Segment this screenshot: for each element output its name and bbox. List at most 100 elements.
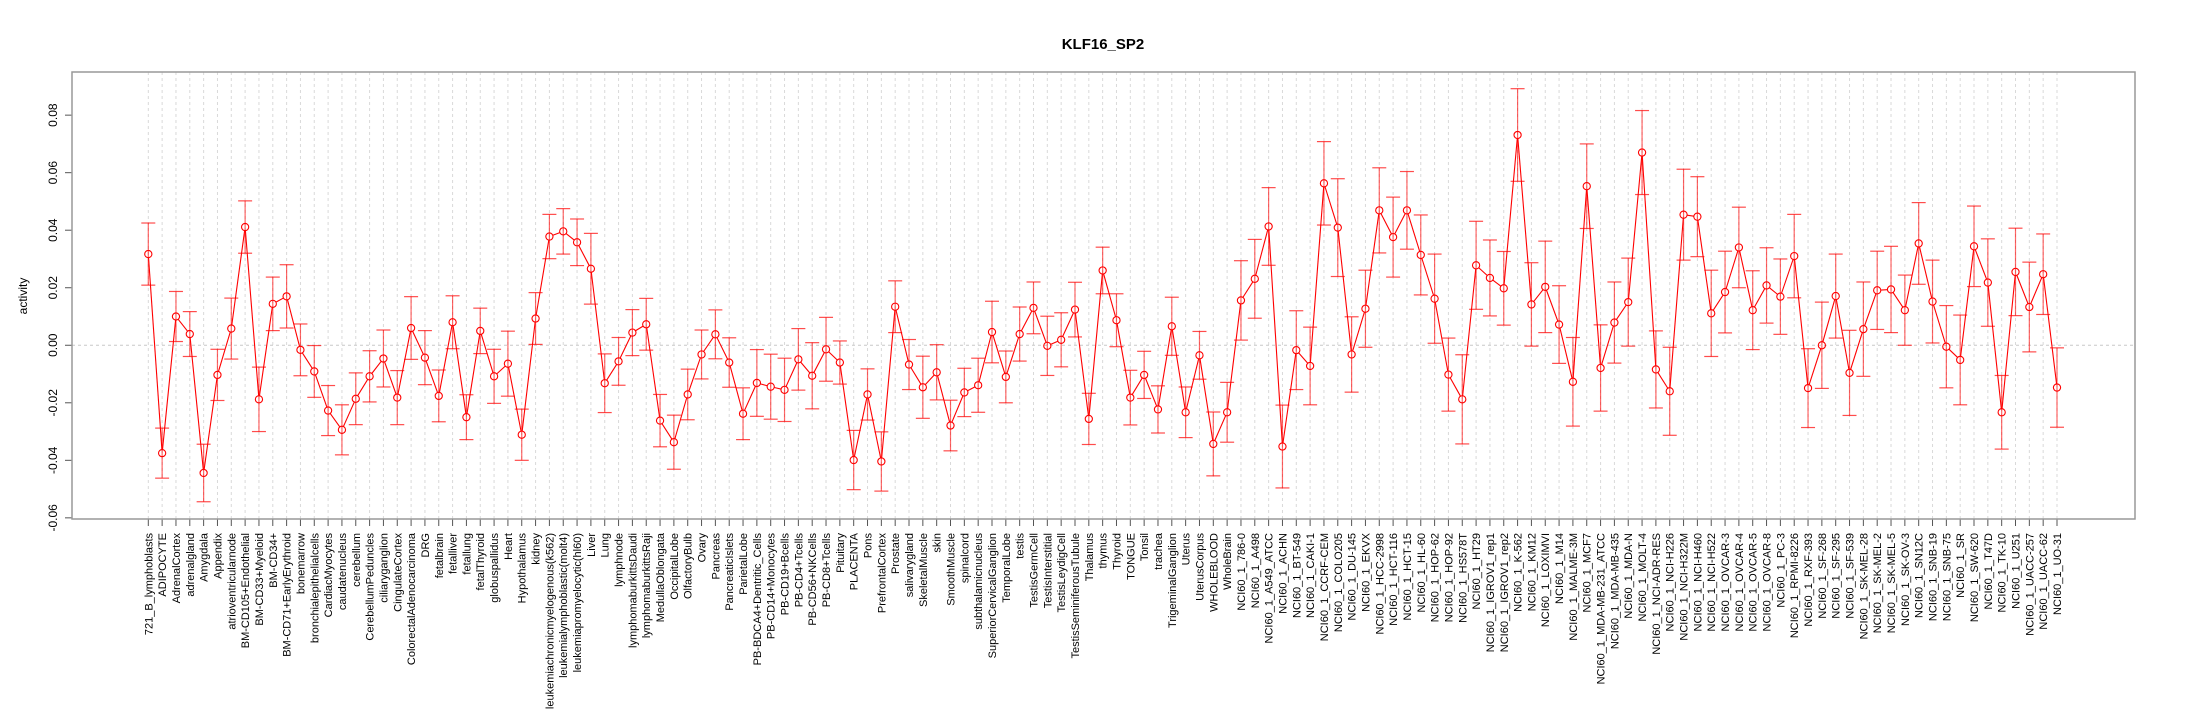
- x-tick-label: BM-CD105+Endothelial: [240, 533, 252, 648]
- x-tick-label: NCI60_1_HOP-92: [1443, 533, 1455, 622]
- x-tick-label: NCI60_1_M14: [1554, 533, 1566, 604]
- line-segment: [413, 331, 424, 354]
- x-tick-label: NCI60_1_786-0: [1236, 533, 1248, 611]
- x-tick-label: TemporalLobe: [1001, 533, 1013, 603]
- x-tick-label: bonemarrow: [295, 533, 307, 594]
- y-tick-label: -0.04: [46, 446, 60, 474]
- line-segment: [1949, 349, 1958, 357]
- x-tick-label: subthalamicnucleus: [973, 533, 985, 630]
- x-tick-label: NCI60_1_U251: [2011, 533, 2023, 609]
- line-segment: [1687, 215, 1694, 216]
- line-segment: [553, 233, 560, 236]
- line-segment: [1518, 139, 1531, 301]
- line-segment: [1283, 354, 1296, 443]
- line-segment: [620, 336, 631, 358]
- line-segment: [993, 335, 1005, 373]
- line-segment: [453, 326, 466, 414]
- x-tick-label: Ovary: [697, 533, 709, 563]
- y-tick-label: 0.04: [46, 218, 60, 242]
- line-segment: [385, 362, 396, 394]
- y-axis: -0.06-0.04-0.020.000.020.040.060.08: [46, 103, 72, 531]
- line-segment: [1629, 156, 1642, 298]
- line-segment: [1546, 290, 1557, 321]
- line-segment: [1658, 372, 1668, 388]
- line-segment: [1450, 378, 1460, 396]
- x-tick-label: fetalbrain: [434, 533, 446, 578]
- line-segment: [1132, 378, 1142, 395]
- line-segment: [218, 332, 230, 371]
- line-segment: [1007, 337, 1019, 373]
- line-segment: [1920, 247, 1932, 298]
- line-segment: [814, 352, 824, 372]
- line-segment: [315, 375, 326, 407]
- line-segment: [426, 361, 437, 392]
- x-tick-label: TestisInterstitial: [1042, 533, 1054, 608]
- line-segment: [911, 368, 921, 385]
- x-tick-label: NCI60_1_ACHN: [1277, 533, 1289, 614]
- x-tick-label: NCI60_1_DU-145: [1347, 533, 1359, 620]
- x-tick-label: ParietalLobe: [738, 533, 750, 595]
- line-segment: [1823, 300, 1835, 342]
- x-tick-label: thymus: [1098, 533, 1110, 569]
- line-segment: [2044, 278, 2057, 384]
- x-tick-label: NCI60_1_SF-539: [1845, 533, 1857, 619]
- x-tick-label: BM-CD34+: [268, 533, 280, 588]
- x-tick-label: NCI60_1_SNB-19: [1928, 533, 1940, 621]
- line-segment: [1534, 290, 1543, 302]
- x-tick-label: adrenalgland: [185, 533, 197, 597]
- line-segment: [2002, 275, 2015, 408]
- line-segment: [190, 338, 203, 470]
- y-axis-label: activity: [16, 278, 30, 315]
- x-tick-label: PrefrontalCortex: [876, 533, 888, 614]
- line-segment: [372, 361, 381, 373]
- line-segment: [704, 337, 714, 351]
- x-tick-label: caudatenucleus: [337, 533, 349, 611]
- x-tick-label: PB-CD19+Bcells: [780, 533, 792, 616]
- x-tick-label: NCI60_1_K-562: [1513, 533, 1525, 612]
- line-segment: [938, 376, 950, 422]
- x-tick-label: skin: [932, 533, 944, 553]
- line-segment: [1381, 214, 1392, 234]
- x-tick-label: NCI60_1_SK-OV-3: [1900, 533, 1912, 626]
- line-segment: [204, 378, 217, 469]
- x-tick-label: NCI60_1_OVCAR-5: [1748, 533, 1760, 631]
- x-tick-label: ADIPOCYTE: [157, 533, 169, 597]
- line-segment: [1851, 333, 1863, 370]
- x-tick-label: bronchialepithelialcells: [309, 533, 321, 644]
- x-tick-label: NCI60_1_MALME-3M: [1568, 533, 1580, 641]
- y-tick-label: -0.02: [46, 389, 60, 417]
- chart-title: KLF16_SP2: [1062, 36, 1145, 53]
- x-tick-label: NCI60_1_SNB-75: [1941, 533, 1953, 621]
- x-tick-label: NCI60_1_CAKI-1: [1305, 533, 1317, 618]
- line-segment: [1145, 378, 1156, 406]
- x-tick-label: NCI60_1_SK-MEL-28: [1858, 533, 1870, 639]
- x-tick-label: PB-CD56+NKCells: [807, 533, 819, 626]
- x-tick-label: PB-BDCA4+Dentritic_Cells: [752, 533, 764, 666]
- x-tick-label: NCI60_1_IGROV1_rep1: [1485, 533, 1497, 652]
- x-tick-label: TestisLeydigCell: [1056, 533, 1068, 612]
- line-segment: [1698, 220, 1711, 310]
- line-segment: [1117, 324, 1130, 394]
- x-tick-label: NCI60_1_A498: [1250, 533, 1262, 608]
- x-tick-label: PB-CD14+Monocytes: [766, 533, 778, 640]
- grid: [72, 72, 2135, 519]
- line-segment: [717, 338, 728, 360]
- x-tick-label: Thyroid: [1111, 533, 1123, 570]
- x-tick-label: NCI60_1_SF-295: [1831, 533, 1843, 619]
- x-tick-label: NCI60_1_UO-31: [2052, 533, 2064, 615]
- line-segment: [1366, 214, 1379, 305]
- x-tick-label: NCI60_1_HOP-62: [1430, 533, 1442, 622]
- x-tick-label: TestisSeminiferousTubule: [1070, 533, 1082, 659]
- x-tick-label: NCI60_1_HL-60: [1416, 533, 1428, 613]
- x-tick-label: NCI60_1_SK-MEL-2: [1872, 533, 1884, 633]
- x-tick-label: NCI60_1_NCI-H322M: [1679, 533, 1691, 641]
- line-segment: [1740, 251, 1752, 307]
- x-tick-label: NCI60_1_T47D: [1983, 533, 1995, 609]
- x-tick-label: fetalThyroid: [475, 533, 487, 590]
- line-segment: [398, 332, 410, 395]
- x-tick-label: NCI60_1_HT29: [1471, 533, 1483, 609]
- plot-frame: [72, 72, 2135, 519]
- line-segment: [635, 326, 643, 331]
- line-segment: [1325, 187, 1337, 224]
